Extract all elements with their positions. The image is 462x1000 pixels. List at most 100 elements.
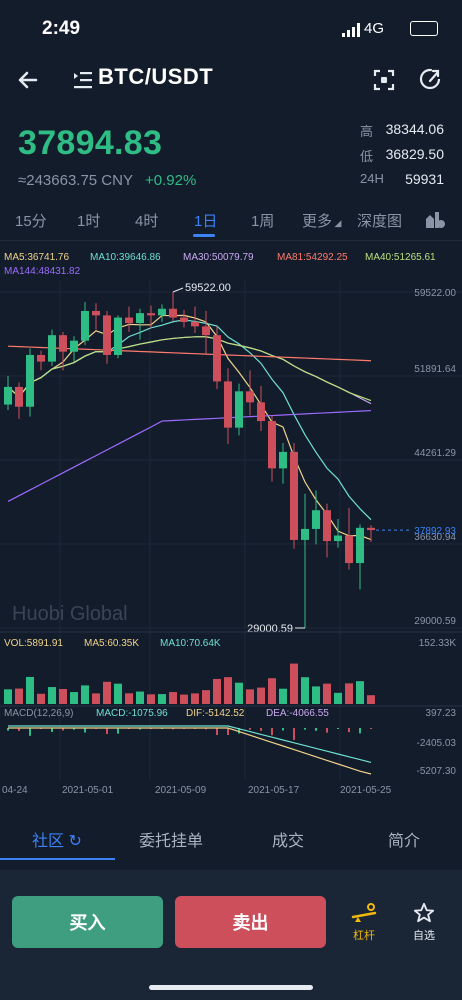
volume-bar — [290, 663, 298, 704]
volume-ma10-label: MA10:70.64K — [160, 638, 221, 649]
favorite-label: 自选 — [413, 930, 435, 942]
volume-bar — [15, 688, 23, 704]
macd-histogram-bar — [238, 728, 240, 734]
tab-depth[interactable]: 深度图 — [357, 213, 403, 230]
volume-label: 24H — [360, 171, 384, 186]
volume-bar — [323, 683, 331, 704]
ma5-line — [7, 314, 372, 541]
macd-axis-label: 397.23 — [425, 708, 456, 719]
tab-trades[interactable]: 成交 — [272, 833, 305, 850]
candle-body — [367, 527, 375, 531]
macd-histogram-bar — [62, 728, 64, 731]
candle-body — [290, 451, 298, 540]
high-label: 高 — [360, 124, 374, 139]
macd-histogram-bar — [73, 728, 75, 730]
candle-body — [4, 386, 12, 405]
candle-body — [147, 313, 155, 316]
macd-histogram-bar — [359, 728, 361, 734]
leverage-icon — [351, 903, 377, 922]
tab-community[interactable]: 社区 ↻ — [32, 827, 82, 851]
volume-bar — [92, 693, 100, 704]
candle-body — [37, 354, 45, 362]
buy-button[interactable]: 买入 — [12, 896, 163, 948]
candle-body — [224, 381, 232, 428]
candle-body — [70, 340, 78, 352]
fullscreen-icon[interactable] — [372, 68, 396, 92]
macd-histogram-bar — [260, 728, 262, 731]
volume-bar — [312, 686, 320, 704]
macd-value-label: MACD:-1075.96 — [96, 708, 168, 719]
candle-body — [48, 335, 56, 362]
tab-15m[interactable]: 15分 — [15, 213, 47, 230]
volume-bar — [191, 693, 199, 704]
candle-body — [235, 391, 243, 428]
tab-open-orders[interactable]: 委托挂单 — [139, 833, 204, 850]
macd-histogram-bar — [18, 728, 20, 731]
volume-bar — [48, 687, 56, 704]
candle-body — [345, 535, 353, 564]
macd-histogram-bar — [271, 728, 273, 736]
share-icon[interactable] — [418, 67, 442, 91]
volume-bar — [136, 691, 144, 704]
volume-bar — [202, 690, 210, 704]
volume-bar — [224, 677, 232, 704]
tab-1h[interactable]: 1时 — [77, 213, 101, 230]
back-arrow-icon[interactable] — [14, 66, 42, 94]
volume-bar — [37, 693, 45, 704]
tab-1d[interactable]: 1日 — [194, 213, 218, 230]
volume-bar — [301, 677, 309, 704]
candle-body — [103, 315, 111, 355]
x-axis-label: 2021-05-09 — [155, 785, 207, 796]
sell-button[interactable]: 卖出 — [175, 896, 326, 948]
macd-histogram-bar — [348, 728, 350, 733]
market-list-icon[interactable] — [72, 70, 92, 90]
x-axis-label: 2021-05-01 — [62, 785, 114, 796]
candle-body — [169, 308, 177, 318]
volume-bar — [70, 692, 78, 704]
volume-bar — [59, 689, 67, 704]
volume-bar — [26, 676, 34, 704]
macd-histogram-bar — [282, 728, 284, 731]
active-info-tab-indicator — [0, 858, 115, 860]
candle-body — [279, 451, 287, 469]
volume-bar — [169, 692, 177, 704]
pair-title[interactable]: BTC/USDT — [98, 64, 214, 89]
tab-1w[interactable]: 1周 — [251, 213, 275, 230]
leverage-button[interactable]: 杠杆 — [344, 902, 384, 943]
candle-body — [180, 317, 188, 322]
x-axis-label: 2021-05-17 — [248, 785, 300, 796]
tab-4h[interactable]: 4时 — [135, 213, 159, 230]
ma81-label: MA81:54292.25 — [277, 252, 348, 263]
low-label: 低 — [360, 149, 374, 164]
kline-chart[interactable]: Huobi Global 59522.00 51891.64 44261.29 3663… — [0, 280, 462, 800]
candle-body — [301, 528, 309, 540]
indicator-settings-icon[interactable] — [424, 210, 446, 230]
battery-icon — [410, 21, 438, 36]
price-cny: ≈243663.75 CNY — [18, 172, 133, 189]
tab-intro[interactable]: 简介 — [388, 833, 421, 850]
volume-max-label: 152.33K — [419, 638, 457, 649]
dea-label: DEA:-4066.55 — [266, 708, 329, 719]
macd-histogram-bar — [337, 728, 339, 729]
macd-axis-label: -5207.30 — [417, 766, 457, 777]
low-marker: 29000.59 — [247, 623, 293, 635]
candle-body — [59, 335, 67, 352]
volume-bar — [268, 678, 276, 704]
info-tabs: 社区 ↻ 委托挂单 成交 简介 — [0, 815, 462, 859]
favorite-button[interactable]: 自选 — [404, 902, 444, 943]
candle-body — [202, 326, 210, 336]
star-icon — [413, 902, 435, 923]
ma5-label: MA5:36741.76 — [4, 252, 70, 263]
watermark: Huobi Global — [12, 603, 128, 625]
candle-body — [334, 535, 342, 542]
volume-bar — [158, 694, 166, 704]
volume-bar — [103, 681, 111, 704]
macd-histogram-bar — [117, 728, 119, 734]
current-price-label: 37892.93 — [414, 526, 456, 537]
x-axis-label: 2021-05-25 — [340, 785, 392, 796]
macd-histogram-bar — [205, 728, 207, 730]
tab-more[interactable]: 更多 ◢ — [302, 210, 341, 231]
volume-bar — [4, 689, 12, 704]
volume-value: 59931 — [405, 171, 444, 187]
candle-body — [136, 313, 144, 324]
